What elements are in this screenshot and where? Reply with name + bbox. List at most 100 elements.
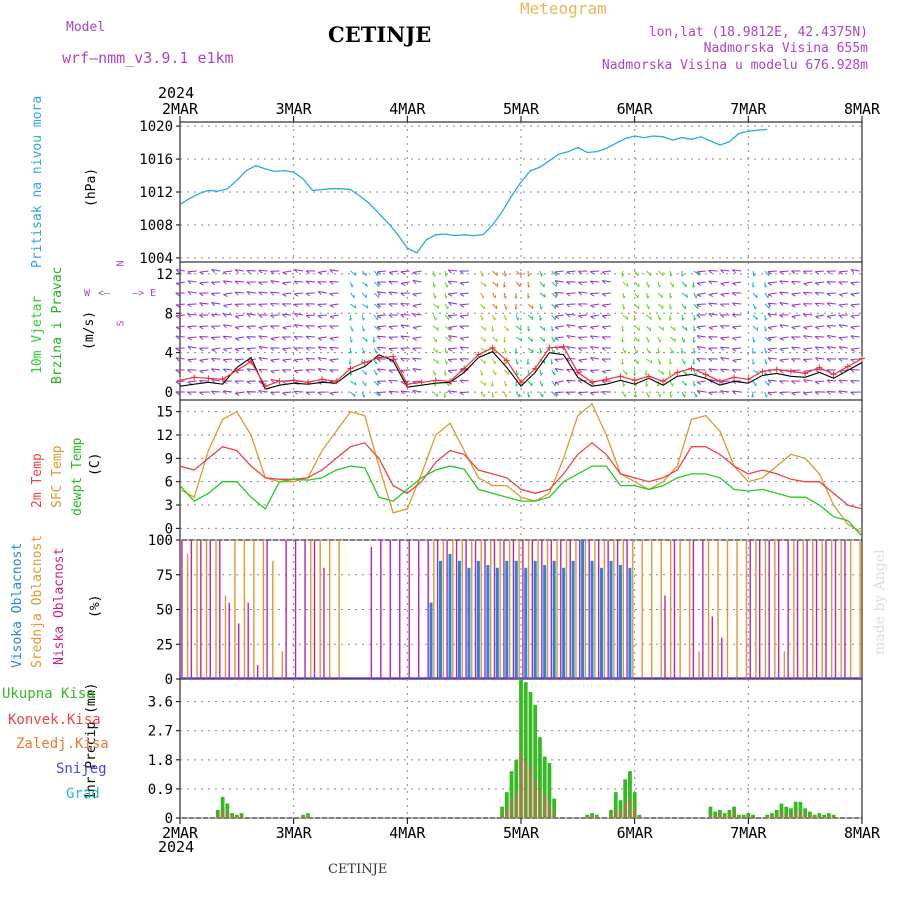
- wind-arrow: [480, 303, 485, 310]
- cloud-bar: [480, 540, 482, 679]
- wind-arrow: [317, 346, 327, 349]
- wind-arrow: [175, 303, 185, 306]
- cloud-bar: [190, 540, 193, 679]
- wind-arrow: [791, 303, 801, 306]
- wind-arrow: [246, 347, 256, 350]
- precip-conv-bar: [543, 795, 546, 818]
- wind-arrow: [282, 313, 292, 316]
- wind-arrow: [211, 378, 221, 382]
- wind-arrow-head: [366, 338, 368, 342]
- wind-arrow-head: [826, 379, 831, 384]
- wind-arrow: [480, 281, 487, 287]
- precip-total-bar: [826, 813, 831, 818]
- model-name: wrf–nmm_v3.9.1 e1km: [62, 49, 234, 67]
- cloud-bar: [702, 540, 704, 679]
- wind-arrow-head: [317, 391, 322, 396]
- wind-arrow: [223, 313, 233, 316]
- wind-arrow-head: [270, 303, 275, 307]
- cloud-bar: [486, 565, 490, 679]
- wind-arrow: [373, 281, 380, 287]
- wind-arrow-head: [720, 314, 725, 318]
- cloud-bar: [745, 540, 748, 679]
- wind-arrow: [317, 314, 327, 317]
- wind-arrow: [350, 380, 357, 386]
- precip-conv-bar: [529, 766, 532, 818]
- cloud-bar: [603, 540, 606, 679]
- wind-arrow: [199, 281, 209, 284]
- wind-arrow: [270, 358, 280, 361]
- wind-arrow: [539, 325, 546, 331]
- wind-arrow: [514, 347, 517, 354]
- wind-arrow-head: [669, 318, 672, 321]
- wind-arrow: [388, 280, 398, 283]
- wind-arrow: [187, 270, 197, 273]
- y-tick-label: 1004: [139, 251, 173, 267]
- wind-arrow: [669, 314, 671, 321]
- wind-arrow: [432, 270, 435, 277]
- cloud-bar: [186, 553, 189, 679]
- wind-arrow: [459, 379, 469, 382]
- wind-arrow-head: [447, 335, 452, 340]
- wind-arrow-head: [791, 380, 796, 385]
- wind-arrow: [578, 391, 588, 394]
- precip-conv-bar: [709, 814, 712, 818]
- wind-arrow: [373, 270, 379, 277]
- wind-arrow-head: [400, 292, 405, 297]
- wind-arrow: [827, 334, 837, 338]
- wind-arrow-head: [838, 379, 843, 384]
- cloud-bar: [281, 651, 283, 679]
- wind-arrow: [720, 336, 730, 339]
- precip-total-bar: [500, 806, 504, 818]
- wind-arrow: [764, 303, 771, 309]
- wind-arrow: [175, 335, 185, 338]
- wind-arrow-head: [258, 368, 263, 373]
- wind-arrow-head: [638, 327, 641, 331]
- wind-arrow: [234, 358, 244, 361]
- wind-arrow: [590, 346, 600, 349]
- wind-arrow-head: [669, 362, 673, 365]
- wind-arrow-head: [686, 293, 689, 298]
- y-tick-label: 1008: [139, 218, 173, 234]
- wind-arrow-head: [329, 392, 334, 396]
- wind-arrow: [211, 390, 221, 393]
- wind-arrow-head: [366, 283, 368, 287]
- wind-arrow-head: [578, 291, 583, 296]
- wind-arrow-head: [305, 270, 310, 275]
- precip-total-bar: [509, 771, 514, 818]
- wind-arrow-head: [708, 313, 713, 318]
- wind-arrow-head: [376, 291, 381, 296]
- wind-arrow: [515, 281, 521, 288]
- precip-conv-bar: [723, 816, 726, 818]
- wind-arrow-head: [305, 347, 310, 351]
- wind-arrow: [708, 280, 718, 283]
- wind-arrow-head: [199, 326, 204, 330]
- wind-arrow: [732, 358, 742, 361]
- wind-arrow-head: [601, 293, 607, 297]
- cloud-bar: [389, 540, 391, 679]
- wind-arrow-head: [437, 327, 439, 331]
- wind-arrow: [503, 303, 507, 310]
- wind-arrow-head: [732, 337, 737, 341]
- wind-arrow-head: [317, 271, 323, 275]
- wind-arrow-head: [222, 380, 228, 385]
- wind-arrow-head: [446, 361, 449, 365]
- wind-arrow-head: [376, 326, 382, 330]
- wind-arrow: [645, 369, 648, 376]
- cloud-bar: [802, 540, 804, 679]
- wind-arrow: [554, 303, 564, 306]
- wind-arrow: [187, 313, 197, 316]
- precip-total-bar: [623, 779, 628, 818]
- wind-arrow-head: [199, 302, 204, 307]
- wind-arrow-head: [681, 273, 684, 277]
- wind-arrow: [539, 380, 543, 387]
- cloud-bar: [755, 540, 757, 679]
- wind-arrow: [361, 292, 367, 299]
- wind-arrow: [634, 358, 639, 365]
- wind-arrow-head: [187, 359, 192, 363]
- wind-arrow: [815, 270, 825, 273]
- wind-arrow: [377, 291, 387, 294]
- wind-arrow-head: [282, 380, 287, 385]
- wind-arrow-head: [246, 391, 251, 395]
- wind-arrow: [199, 325, 209, 328]
- wind-arrow-head: [362, 317, 365, 321]
